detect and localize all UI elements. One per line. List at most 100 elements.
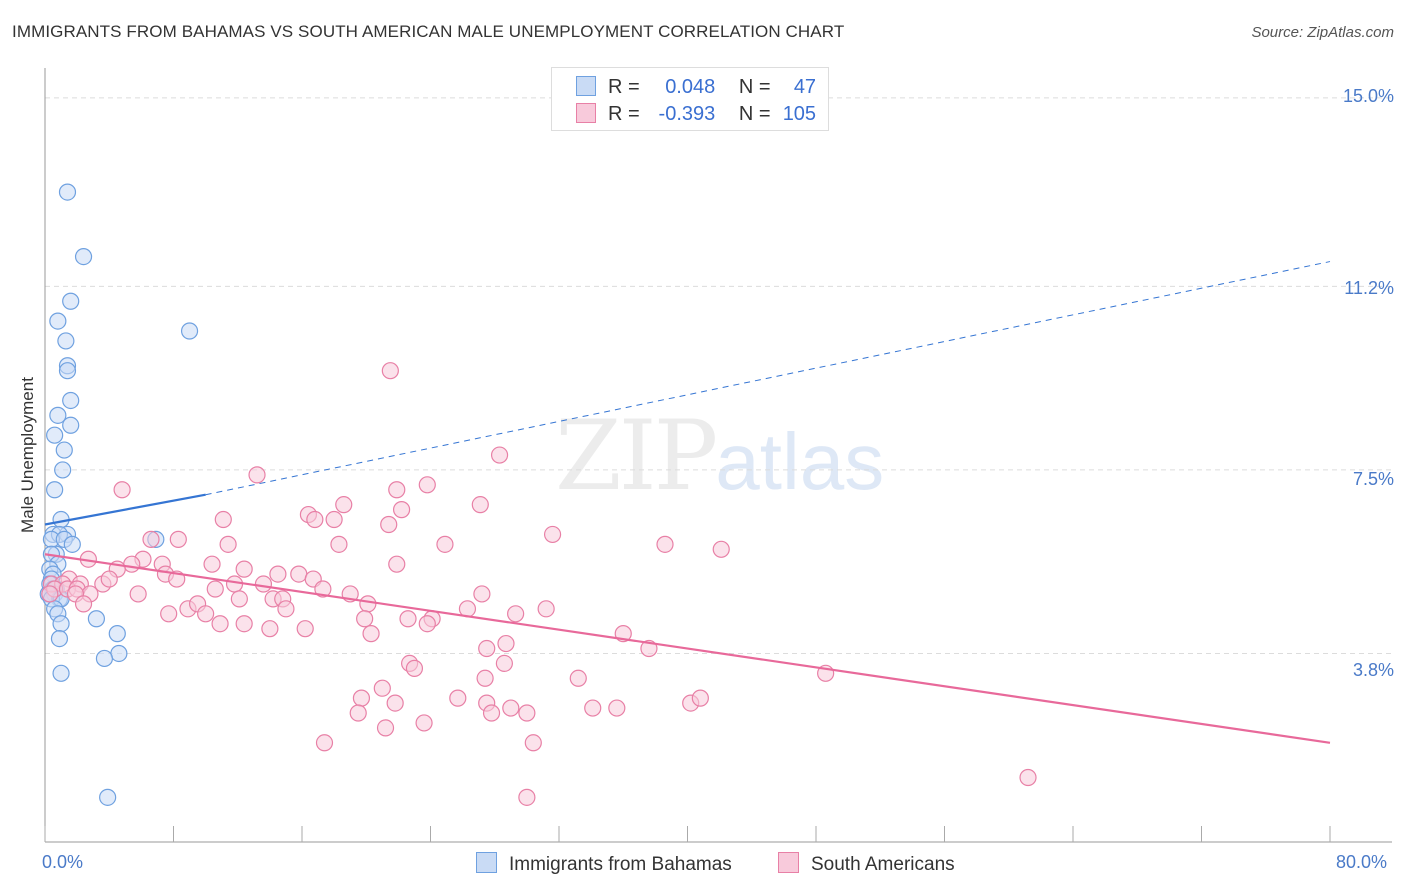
south-american-point [392, 501, 411, 519]
south-american-point [415, 714, 433, 732]
south-american-point [543, 525, 562, 544]
south-american-point [518, 788, 536, 806]
south-american-point [388, 481, 406, 499]
bahamas-point [99, 788, 117, 806]
bahamas-point [58, 183, 77, 201]
bahamas-point [87, 610, 106, 628]
south-american-point [113, 481, 131, 499]
south-american-point [197, 605, 215, 623]
bahamas-point [180, 322, 199, 340]
south-american-point [399, 610, 417, 628]
south-american-point [160, 605, 178, 623]
south-american-point [518, 704, 536, 722]
legend-r-label: R = [608, 76, 640, 98]
bahamas-point [49, 406, 67, 424]
south-american-point [235, 615, 253, 633]
south-american-point [352, 689, 371, 707]
south-american-point [376, 719, 395, 737]
bahamas-point [57, 332, 75, 350]
legend-swatch-pink [576, 103, 596, 123]
south-american-point [490, 446, 509, 464]
bottom-legend-bahamas: Immigrants from Bahamas [476, 852, 732, 876]
bahamas-point [49, 312, 67, 330]
legend-n-value: 47 [793, 76, 817, 98]
legend-swatch-blue [476, 852, 497, 873]
south-american-point [306, 510, 324, 529]
south-american-point [330, 535, 348, 553]
legend-r-value: -0.393 [658, 103, 716, 125]
bahamas-trend-extension [205, 261, 1331, 496]
x-tick-label-min: 0.0% [42, 852, 84, 872]
south-american-point [482, 704, 501, 722]
bahamas-point [54, 461, 72, 479]
south-american-point [418, 615, 436, 633]
south-american-point [524, 734, 542, 752]
legend-row-south-americans: R = -0.393 N = 105 [576, 103, 816, 126]
south-american-point [359, 595, 377, 613]
south-american-point [405, 659, 424, 677]
legend-label: South Americans [811, 854, 955, 875]
south-american-point [214, 510, 232, 529]
south-american-point [211, 615, 229, 633]
south-american-point [436, 535, 454, 553]
south-american-point [608, 699, 626, 717]
south-american-point [41, 585, 59, 603]
south-american-trend-line [44, 553, 1331, 744]
south-american-point [478, 639, 496, 658]
south-american-point [356, 610, 374, 628]
south-american-point [100, 570, 118, 588]
south-american-point [225, 575, 244, 593]
watermark-atlas: atlas [715, 417, 885, 506]
south-american-point [129, 585, 147, 603]
south-american-point [380, 515, 398, 534]
bahamas-point [74, 247, 93, 266]
south-american-point [386, 694, 404, 712]
south-american-point [418, 476, 436, 494]
south-american-point [349, 704, 367, 722]
south-american-point [230, 590, 248, 608]
south-american-point [235, 560, 253, 578]
south-american-point [362, 625, 380, 643]
south-american-point [142, 530, 160, 548]
south-american-point [495, 654, 513, 673]
legend-n-label: N = [738, 76, 771, 98]
bahamas-point [46, 426, 64, 444]
bahamas-trend-line [44, 493, 206, 526]
watermark-zip: ZIP [555, 400, 718, 512]
south-american-point [584, 699, 602, 717]
south-american-point [656, 535, 674, 553]
bahamas-point [95, 649, 114, 668]
south-american-point [315, 734, 334, 752]
south-american-point [335, 496, 353, 514]
watermark: ZIPatlas [555, 400, 884, 512]
correlation-legend: R = 0.048 N = 47 R = -0.393 N = 105 [551, 67, 829, 131]
y-tick-label: 11.2% [1344, 278, 1394, 298]
bahamas-point [52, 664, 70, 682]
bahamas-point [63, 535, 81, 553]
bahamas-point [58, 362, 77, 380]
legend-n-value: 105 [782, 103, 817, 125]
bottom-legend-south-americans: South Americans [778, 852, 955, 876]
south-american-point [691, 689, 709, 707]
south-american-point [290, 565, 308, 583]
legend-swatch-blue [576, 76, 596, 96]
south-american-point [449, 689, 467, 707]
south-american-point [206, 580, 224, 598]
south-american-point [373, 679, 391, 697]
south-american-point [502, 699, 520, 717]
bahamas-point [62, 391, 80, 410]
bahamas-point [55, 441, 73, 459]
bahamas-point [50, 629, 69, 648]
south-american-point [473, 585, 491, 603]
south-american-point [219, 535, 237, 553]
bahamas-point [110, 644, 128, 663]
south-american-point [537, 600, 555, 618]
south-american-point [325, 510, 343, 529]
legend-n-label: N = [738, 103, 771, 125]
south-american-point [169, 530, 187, 548]
south-american-point [123, 555, 141, 573]
south-american-point [712, 540, 730, 558]
bahamas-point [46, 481, 64, 499]
south-american-point [507, 605, 525, 623]
